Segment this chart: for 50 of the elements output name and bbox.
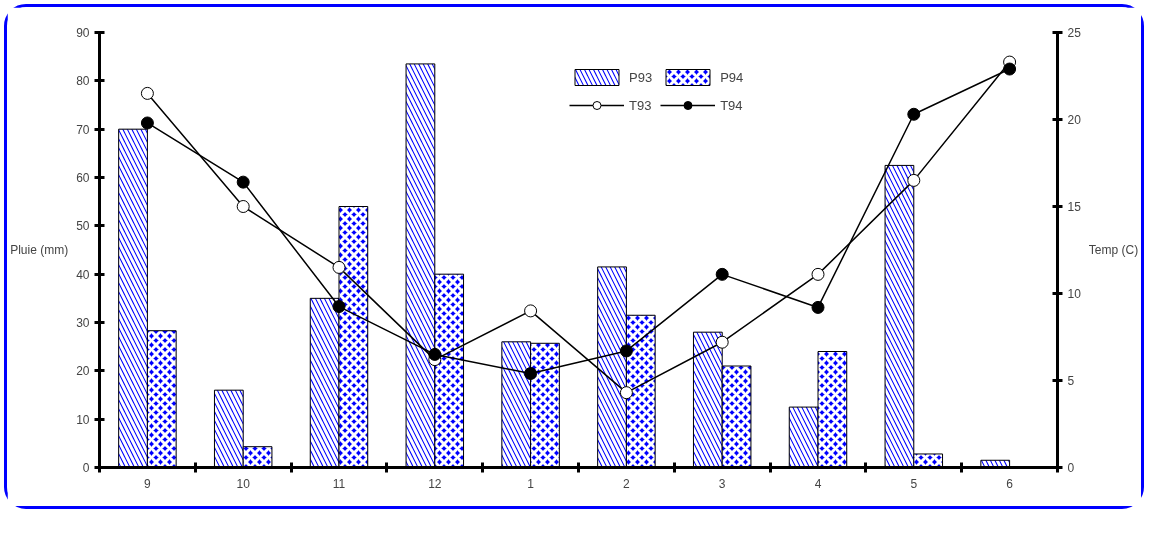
y-axis-title: Pluie (mm) [10,243,69,257]
point [332,260,346,274]
point [715,267,729,281]
y2-tick-label: 0 [1067,461,1075,475]
x-tick-label: 6 [1006,476,1014,491]
y2-tick-label: 5 [1067,374,1075,388]
point [524,304,538,318]
point [715,335,729,349]
y2-tick-label: 25 [1067,26,1082,40]
point [428,347,442,361]
point [140,116,154,130]
point [619,344,633,358]
point [907,173,921,187]
point [236,175,250,189]
point [619,386,633,400]
x-tick-label: 3 [718,476,726,491]
y2-tick-label: 10 [1067,287,1082,301]
point [811,267,825,281]
y-tick-label: 60 [76,171,90,185]
point [524,367,538,381]
y-tick-label: 50 [76,219,90,234]
y2-tick-label: 15 [1067,200,1082,214]
y-tick-label: 40 [76,267,90,282]
y-tick-label: 10 [76,412,90,427]
legend-label: T94 [720,97,743,113]
x-tick-label: 12 [428,476,442,491]
point [1003,62,1017,76]
y-tick-label: 90 [76,26,90,40]
x-tick-label: 1 [527,476,535,491]
y-tick-label: 20 [76,364,90,379]
legend-label: P94 [720,69,744,85]
y-tick-label: 70 [76,122,90,137]
x-tick-label: 2 [623,476,631,491]
point [140,86,154,100]
y2-axis-title: Temp (C) [1088,243,1139,257]
legend-label: T93 [629,97,652,113]
point [907,107,921,121]
point [236,200,250,213]
y-tick-label: 80 [76,74,90,89]
x-tick-label: 9 [144,476,152,491]
x-tick-label: 11 [332,476,346,491]
y2-tick-label: 20 [1067,113,1082,127]
point [811,300,825,314]
x-tick-label: 10 [236,476,251,491]
x-tick-label: 4 [814,476,822,491]
y-tick-label: 0 [82,461,90,475]
y-tick-label: 30 [76,316,90,330]
point [332,300,346,314]
legend-label: P93 [629,69,653,85]
x-tick-label: 5 [910,476,918,491]
